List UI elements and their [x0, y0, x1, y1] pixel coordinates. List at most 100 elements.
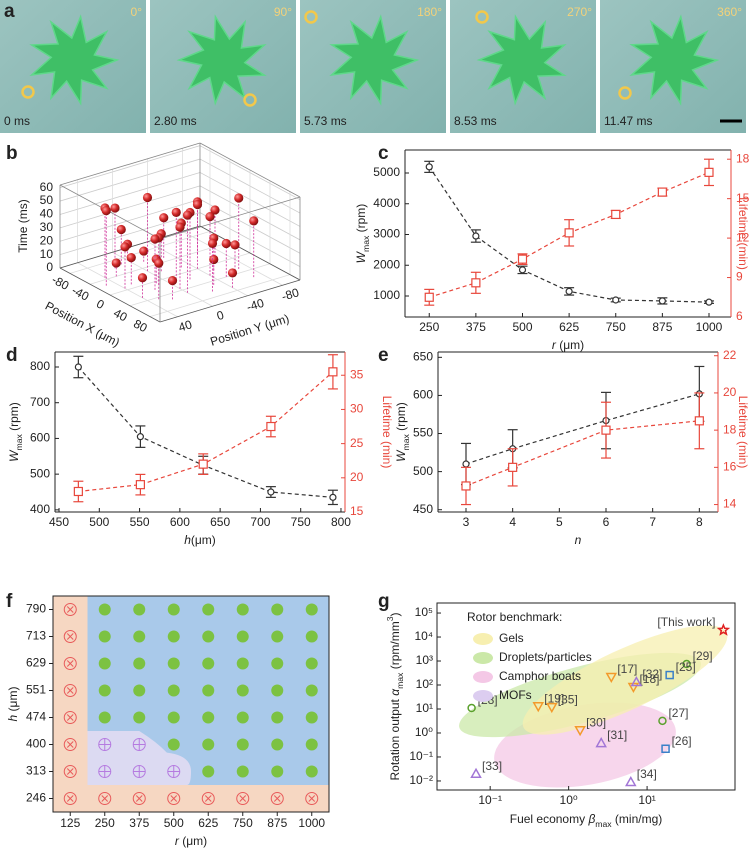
point: [138, 273, 147, 282]
marker: [306, 631, 318, 643]
marker: [695, 417, 703, 425]
marker: [473, 233, 479, 239]
label-part: Lifetime (min): [736, 197, 749, 270]
legend-label: Droplets/particles: [499, 650, 592, 664]
label-part: (μm): [179, 834, 207, 848]
x-tick-label: 875: [652, 320, 672, 334]
y2-tick-label: 14: [723, 497, 737, 511]
marker: [565, 229, 573, 237]
marker: [168, 685, 180, 697]
marker: [509, 463, 517, 471]
time-label: 5.73 ms: [304, 114, 347, 128]
marker: [137, 434, 143, 440]
marker: [306, 658, 318, 670]
angle-label: 90°: [274, 5, 292, 19]
x-tick-label: 40: [111, 306, 130, 325]
marker: [271, 631, 283, 643]
y-tick-label: 10⁻²: [409, 773, 433, 787]
point: [193, 200, 202, 209]
z-tick-label: 20: [40, 233, 54, 247]
axis-label: Wmax (rpm): [7, 402, 24, 462]
x-tick-label: 625: [198, 816, 218, 830]
y-tick-label: 10¹: [416, 701, 433, 715]
label-part: Position X (μm): [43, 299, 122, 350]
panel-label: e: [378, 345, 389, 366]
label-part: Rotation output: [388, 696, 402, 781]
z-tick-label: 10: [40, 247, 54, 261]
axis-label: Lifetime (min): [380, 396, 394, 469]
y-tick-label: 400: [30, 502, 50, 516]
y-tick-label: 4000: [373, 196, 400, 210]
x-tick-label: 250: [95, 816, 115, 830]
x-tick-label: 375: [466, 320, 486, 334]
x-tick-label: 750: [606, 320, 626, 334]
marker: [472, 769, 481, 777]
legend-title: Rotor benchmark:: [467, 610, 562, 624]
marker: [99, 604, 111, 616]
x-tick-label: 600: [170, 515, 190, 529]
x-tick-label: 450: [49, 515, 69, 529]
angle-label: 360°: [717, 5, 742, 19]
point-label: [34]: [637, 767, 657, 781]
point: [175, 223, 184, 232]
marker: [306, 766, 318, 778]
y-tick-label: 1000: [373, 288, 400, 302]
x-tick-label: 500: [89, 515, 109, 529]
marker: [306, 685, 318, 697]
panel-label: b: [6, 143, 18, 164]
axis-label: h (μm): [6, 687, 20, 722]
point: [228, 268, 237, 277]
axis-label: Rotation output αmax (rpm/mm3): [385, 613, 405, 781]
marker: [271, 604, 283, 616]
marker: [659, 298, 665, 304]
marker: [472, 279, 480, 287]
axis-label: Time (ms): [16, 199, 30, 253]
x-tick-label: 500: [512, 320, 532, 334]
label-part: max: [14, 434, 24, 451]
y-tick-label: 450: [413, 502, 433, 516]
x-tick-label: 375: [129, 816, 149, 830]
marker: [168, 604, 180, 616]
legend-swatch: [473, 633, 493, 645]
y-tick-label: 5000: [373, 165, 400, 179]
x-tick-label: 625: [559, 320, 579, 334]
y-tick-label: 10⁴: [414, 629, 433, 643]
y-tick-label: 400: [26, 737, 46, 751]
x-tick-label: 6: [603, 515, 610, 529]
point: [209, 255, 218, 264]
y-tick-label: 790: [26, 602, 46, 616]
axis-label: Lifetime (min): [736, 197, 749, 270]
x-tick-label: 0: [94, 297, 107, 313]
axis-label: Wmax (rpm): [394, 402, 411, 462]
x-tick-label: 1000: [298, 816, 325, 830]
x-tick-label: 10¹: [638, 793, 655, 807]
marker: [133, 658, 145, 670]
axis-label: Position X (μm): [43, 299, 122, 350]
x-tick-label: 10⁰: [560, 793, 578, 807]
marker: [202, 685, 214, 697]
marker: [306, 739, 318, 751]
point: [183, 211, 192, 220]
region-fail: [53, 596, 88, 812]
label-part: n: [575, 533, 582, 547]
y2-tick-label: 20: [350, 470, 364, 484]
label-part: Lifetime (min): [380, 396, 394, 469]
y-tick-label: 600: [413, 388, 433, 402]
panel-a: 0°0 ms90°2.80 ms180°5.73 ms270°8.53 ms36…: [0, 0, 746, 133]
y-tick-label: 551: [26, 683, 46, 697]
marker: [626, 778, 635, 786]
marker: [199, 460, 207, 468]
y-tick-label: -80: [280, 285, 301, 304]
marker: [306, 604, 318, 616]
z-tick-label: 40: [40, 207, 54, 221]
panel-label: g: [378, 591, 390, 612]
point-label: [17]: [617, 662, 637, 676]
marker: [462, 482, 470, 490]
label-part: (rpm): [394, 402, 408, 434]
axis-label: n: [575, 533, 582, 547]
x-tick-label: 550: [130, 515, 150, 529]
x-tick-label: 8: [696, 515, 703, 529]
y2-tick-label: 18: [736, 151, 749, 165]
y-tick-label: 700: [30, 395, 50, 409]
axis-label: Fuel economy βmax (min/mg): [510, 812, 663, 829]
